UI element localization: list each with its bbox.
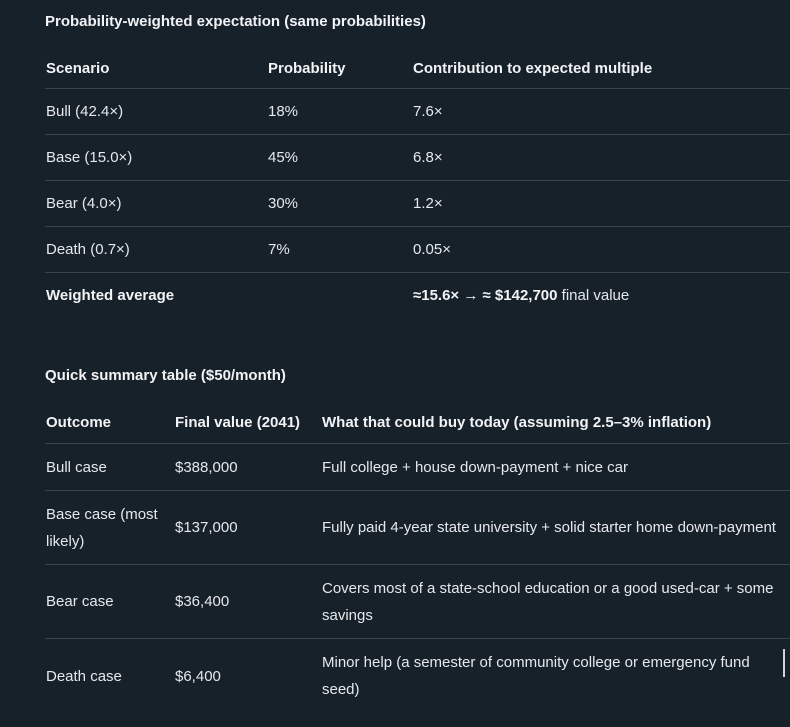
summary-table: Outcome Final value (2041) What that cou… (45, 401, 790, 713)
section-title-expectation: Probability-weighted expectation (same p… (45, 13, 426, 30)
cell-scenario: Death (0.7×) (45, 226, 267, 273)
cell-final-value: $388,000 (174, 443, 321, 491)
cell-scenario: Bear (4.0×) (45, 180, 267, 227)
text-cursor (783, 649, 785, 677)
table-header-row: Scenario Probability Contribution to exp… (45, 48, 790, 89)
header-final-value: Final value (2041) (175, 413, 301, 431)
table-row: Bull case $388,000 Full college + house … (45, 443, 790, 491)
cell-contribution: 7.6× (412, 88, 790, 135)
header-what-could-buy: What that could buy today (assuming 2.5–… (322, 413, 712, 431)
weighted-average-suffix: final value (557, 287, 630, 304)
table-header-row: Outcome Final value (2041) What that cou… (45, 401, 790, 444)
cell-final-value: $137,000 (174, 490, 321, 565)
cell-outcome: Bear case (45, 564, 174, 639)
table-row: Bull (42.4×) 18% 7.6× (45, 88, 790, 135)
table-row: Base (15.0×) 45% 6.8× (45, 134, 790, 181)
cell-contribution: 6.8× (412, 134, 790, 181)
expectation-table: Scenario Probability Contribution to exp… (45, 48, 790, 318)
table-row: Death (0.7×) 7% 0.05× (45, 226, 790, 273)
cell-final-value: $6,400 (174, 638, 321, 713)
cell-outcome: Bull case (45, 443, 174, 491)
cell-probability: 18% (267, 88, 412, 135)
cell-outcome: Base case (most likely) (45, 490, 174, 565)
header-contribution: Contribution to expected multiple (413, 59, 653, 77)
cell-contribution: 0.05× (412, 226, 790, 273)
header-scenario: Scenario (46, 59, 110, 77)
cell-what-could-buy: Full college + house down-payment + nice… (321, 443, 790, 491)
cell-final-value: $36,400 (174, 564, 321, 639)
empty-cell (267, 272, 412, 318)
cell-contribution: 1.2× (412, 180, 790, 227)
header-outcome: Outcome (46, 413, 112, 431)
table-row: Bear case $36,400 Covers most of a state… (45, 564, 790, 639)
table-row: Bear (4.0×) 30% 1.2× (45, 180, 790, 227)
weighted-average-row: Weighted average ≈15.6× → ≈ $142,700 fin… (45, 272, 790, 318)
cell-outcome: Death case (45, 638, 174, 713)
weighted-average-label: Weighted average (45, 272, 267, 318)
weighted-average-bold: ≈15.6× → ≈ $142,700 (413, 287, 558, 304)
weighted-average-value: ≈15.6× → ≈ $142,700 final value (412, 272, 790, 318)
cell-what-could-buy: Fully paid 4-year state university + sol… (321, 490, 790, 565)
cell-probability: 45% (267, 134, 412, 181)
table-row: Death case $6,400 Minor help (a semester… (45, 638, 790, 713)
section-title-summary: Quick summary table ($50/month) (45, 367, 286, 384)
cell-probability: 30% (267, 180, 412, 227)
cell-probability: 7% (267, 226, 412, 273)
cell-scenario: Bull (42.4×) (45, 88, 267, 135)
cell-what-could-buy: Covers most of a state-school education … (321, 564, 790, 639)
header-probability: Probability (268, 59, 346, 77)
cell-scenario: Base (15.0×) (45, 134, 267, 181)
table-row: Base case (most likely) $137,000 Fully p… (45, 490, 790, 565)
cell-what-could-buy: Minor help (a semester of community coll… (321, 638, 790, 713)
